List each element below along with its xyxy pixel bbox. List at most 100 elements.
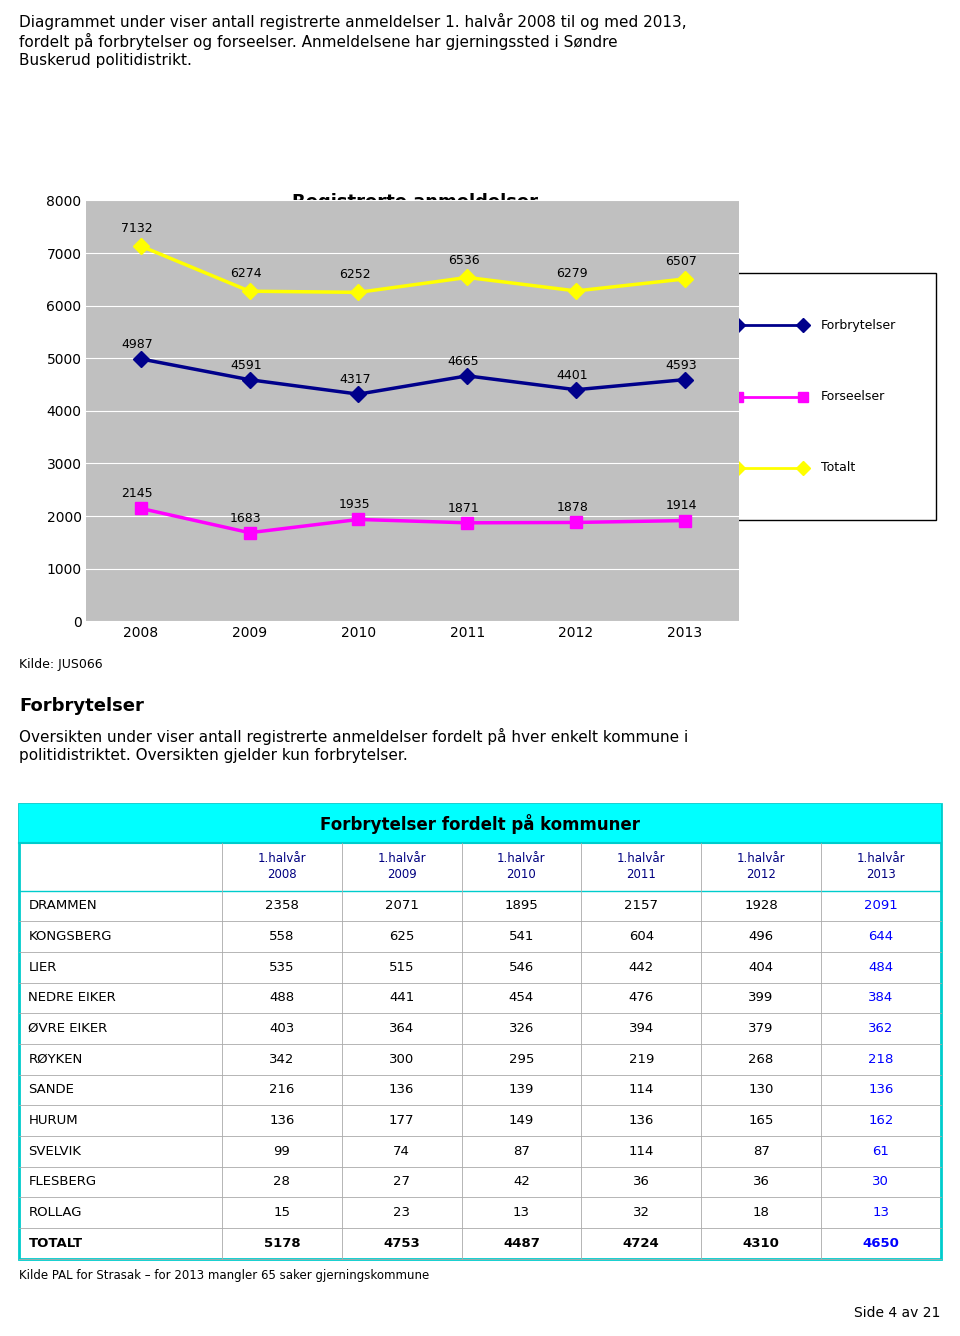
Text: 2145: 2145 (121, 488, 153, 500)
Text: 1914: 1914 (665, 500, 697, 513)
Text: 36: 36 (753, 1176, 770, 1188)
Text: 1895: 1895 (505, 899, 539, 912)
Text: 625: 625 (389, 930, 415, 943)
Text: 4724: 4724 (623, 1237, 660, 1249)
Text: KONGSBERG: KONGSBERG (29, 930, 112, 943)
Text: 362: 362 (868, 1022, 894, 1035)
Text: 535: 535 (269, 961, 295, 974)
Text: 326: 326 (509, 1022, 534, 1035)
Text: 4665: 4665 (447, 355, 479, 367)
Text: 442: 442 (629, 961, 654, 974)
Bar (720, 274, 936, 520)
Text: 136: 136 (629, 1114, 654, 1128)
Text: 15: 15 (274, 1206, 290, 1218)
Text: Kilde PAL for Strasak – for 2013 mangler 65 saker gjerningskommune: Kilde PAL for Strasak – for 2013 mangler… (19, 1269, 429, 1283)
Text: 6279: 6279 (557, 267, 588, 281)
Text: FLESBERG: FLESBERG (29, 1176, 97, 1188)
Text: Registrerte anmeldelser: Registrerte anmeldelser (293, 192, 539, 211)
Text: 6536: 6536 (447, 254, 479, 266)
Text: 32: 32 (633, 1206, 650, 1218)
Text: 1871: 1871 (447, 502, 479, 514)
Text: 1928: 1928 (744, 899, 778, 912)
Text: 1683: 1683 (230, 512, 262, 525)
Text: 404: 404 (749, 961, 774, 974)
Text: 546: 546 (509, 961, 534, 974)
Text: 295: 295 (509, 1053, 534, 1066)
Text: Kilde: JUS066: Kilde: JUS066 (19, 659, 103, 671)
Text: 2157: 2157 (624, 899, 659, 912)
Text: 1. halvår 2008 - 2013: 1. halvår 2008 - 2013 (308, 250, 523, 267)
Text: 558: 558 (269, 930, 295, 943)
Text: 7132: 7132 (121, 222, 153, 235)
Text: 114: 114 (629, 1145, 654, 1158)
Text: 2071: 2071 (385, 899, 419, 912)
Text: HURUM: HURUM (29, 1114, 78, 1128)
Text: RØYKEN: RØYKEN (29, 1053, 83, 1066)
Text: 5178: 5178 (264, 1237, 300, 1249)
Text: 604: 604 (629, 930, 654, 943)
Text: 4753: 4753 (383, 1237, 420, 1249)
Text: 1.halvår
2013: 1.halvår 2013 (856, 852, 905, 882)
Text: Forbrytelser: Forbrytelser (821, 319, 897, 331)
Text: 130: 130 (749, 1083, 774, 1097)
Text: 399: 399 (749, 991, 774, 1005)
Text: 364: 364 (389, 1022, 415, 1035)
Text: SANDE: SANDE (29, 1083, 74, 1097)
Text: 644: 644 (869, 930, 894, 943)
Text: 165: 165 (749, 1114, 774, 1128)
Text: DRAMMEN: DRAMMEN (29, 899, 97, 912)
Text: 1935: 1935 (339, 498, 371, 512)
Text: 476: 476 (629, 991, 654, 1005)
Text: 403: 403 (269, 1022, 295, 1035)
Text: 4650: 4650 (862, 1237, 900, 1249)
Text: 28: 28 (274, 1176, 290, 1188)
Text: 18: 18 (753, 1206, 770, 1218)
Text: 1.halvår
2009: 1.halvår 2009 (377, 852, 426, 882)
Text: Oversikten under viser antall registrerte anmeldelser fordelt på hver enkelt kom: Oversikten under viser antall registrert… (19, 728, 688, 763)
Text: 454: 454 (509, 991, 534, 1005)
Text: 268: 268 (749, 1053, 774, 1066)
Text: 4593: 4593 (665, 358, 697, 371)
Text: 13: 13 (873, 1206, 889, 1218)
Bar (19, 804, 941, 843)
Text: 4310: 4310 (743, 1237, 780, 1249)
Text: 4317: 4317 (339, 373, 371, 386)
Text: 27: 27 (394, 1176, 410, 1188)
Text: 1.halvår
2008: 1.halvår 2008 (257, 852, 306, 882)
Text: 6274: 6274 (230, 267, 262, 281)
Text: TOTALT: TOTALT (29, 1237, 83, 1249)
Text: 4987: 4987 (121, 338, 153, 351)
Text: 1.halvår
2012: 1.halvår 2012 (736, 852, 785, 882)
Text: 541: 541 (509, 930, 534, 943)
Text: 2091: 2091 (864, 899, 898, 912)
Text: 342: 342 (269, 1053, 295, 1066)
Text: 1.halvår
2010: 1.halvår 2010 (497, 852, 546, 882)
Text: 136: 136 (389, 1083, 415, 1097)
Text: 23: 23 (394, 1206, 410, 1218)
Text: Diagrammet under viser antall registrerte anmeldelser 1. halvår 2008 til og med : Diagrammet under viser antall registrert… (19, 13, 686, 68)
Text: 149: 149 (509, 1114, 534, 1128)
Text: 6507: 6507 (665, 255, 697, 269)
Text: 114: 114 (629, 1083, 654, 1097)
Text: 216: 216 (269, 1083, 295, 1097)
Text: 219: 219 (629, 1053, 654, 1066)
Text: Forbrytelser: Forbrytelser (19, 697, 144, 715)
Text: Forbrytelser fordelt på kommuner: Forbrytelser fordelt på kommuner (320, 814, 640, 834)
Text: 136: 136 (868, 1083, 894, 1097)
Text: NEDRE EIKER: NEDRE EIKER (29, 991, 116, 1005)
Text: 30: 30 (873, 1176, 889, 1188)
Text: 496: 496 (749, 930, 774, 943)
Text: 488: 488 (270, 991, 295, 1005)
Text: 139: 139 (509, 1083, 534, 1097)
Text: 515: 515 (389, 961, 415, 974)
Text: 6252: 6252 (339, 269, 371, 282)
Text: 87: 87 (753, 1145, 770, 1158)
Text: 42: 42 (513, 1176, 530, 1188)
Text: 4401: 4401 (557, 369, 588, 382)
Text: 4487: 4487 (503, 1237, 540, 1249)
Text: LIER: LIER (29, 961, 57, 974)
Text: 1.halvår
2011: 1.halvår 2011 (617, 852, 665, 882)
Text: 441: 441 (389, 991, 415, 1005)
Text: 300: 300 (389, 1053, 415, 1066)
Text: 384: 384 (868, 991, 894, 1005)
